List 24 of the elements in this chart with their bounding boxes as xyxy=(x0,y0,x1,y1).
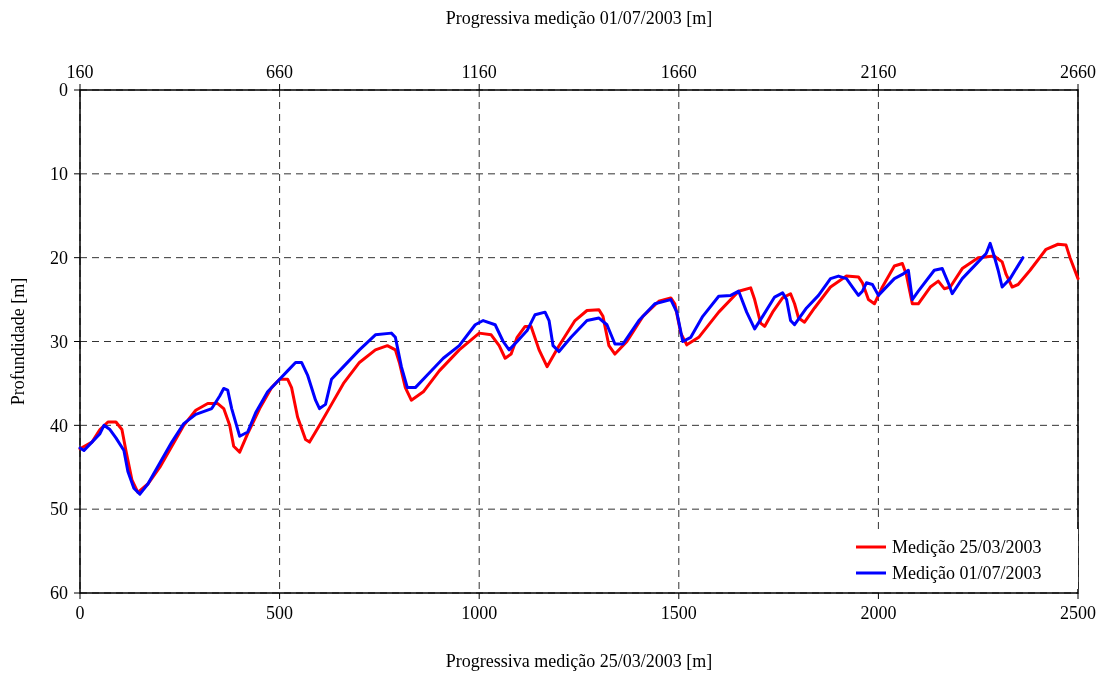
legend-label: Medição 01/07/2003 xyxy=(892,563,1042,584)
x-tick-label: 0 xyxy=(75,603,85,623)
x2-tick-label: 1160 xyxy=(461,62,497,82)
y-tick-label: 50 xyxy=(50,499,68,520)
x-axis-title: Progressiva medição 25/03/2003 [m] xyxy=(445,651,713,671)
y-tick-label: 20 xyxy=(50,247,68,268)
legend-label: Medição 25/03/2003 xyxy=(892,537,1042,558)
y-tick-label: 10 xyxy=(50,164,68,185)
x-tick-label: 2000 xyxy=(860,603,897,623)
x-tick-label: 2500 xyxy=(1060,603,1096,623)
y-axis-title: Profundidade [m] xyxy=(8,277,28,406)
y-tick-label: 60 xyxy=(50,583,68,604)
y-tick-label: 40 xyxy=(50,415,68,436)
x-tick-label: 500 xyxy=(266,603,294,623)
x2-tick-label: 2160 xyxy=(860,62,897,82)
x2-tick-label: 660 xyxy=(266,62,294,82)
x-tick-label: 1000 xyxy=(461,603,498,623)
x2-axis-title: Progressiva medição 01/07/2003 [m] xyxy=(445,8,713,28)
x-tick-label: 1500 xyxy=(660,603,697,623)
x2-tick-label: 160 xyxy=(66,62,94,82)
x2-tick-label: 2660 xyxy=(1060,62,1096,82)
x2-tick-label: 1660 xyxy=(660,62,697,82)
y-tick-label: 30 xyxy=(50,331,68,352)
y-tick-label: 0 xyxy=(59,80,68,101)
